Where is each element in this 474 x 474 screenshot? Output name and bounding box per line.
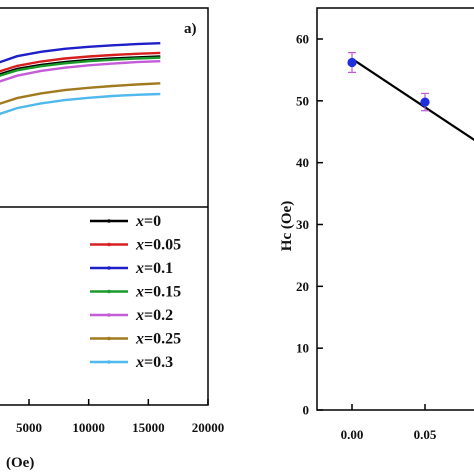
left-x-axis-title: (Oe) <box>6 455 34 471</box>
right-y-axis-title: Hc (Oe) <box>279 201 295 251</box>
legend-label-3: x=0.15 <box>135 284 181 301</box>
right-series <box>347 52 474 142</box>
legend-label-6: x=0.3 <box>135 354 173 371</box>
right-y-ticks: 0 10 20 30 40 50 60 <box>296 32 323 418</box>
left-x-ticks: 5000 10000 15000 20000 <box>16 399 224 435</box>
legend-label-0: x=0 <box>135 213 161 230</box>
legend-marker-6 <box>107 360 111 364</box>
right-y-tick-label: 50 <box>296 93 309 108</box>
right-y-tick-label: 60 <box>296 32 309 47</box>
curve-series-5 <box>0 82 161 105</box>
left-curves <box>0 42 161 116</box>
panel-label-a: a) <box>184 21 197 37</box>
left-chart: a) 5000 10000 15000 20000 x=0x=0.05x=0.1x=0… <box>0 7 224 471</box>
right-chart: 0 10 20 30 40 50 60 0.00 0.05 Hc (Oe) <box>279 7 474 442</box>
left-x-tick-label: 10000 <box>72 420 105 435</box>
legend-marker-3 <box>107 289 111 294</box>
curve-series-6 <box>0 92 161 116</box>
legend-label-4: x=0.2 <box>135 307 173 324</box>
data-point-0 <box>347 57 357 68</box>
left-x-tick-label: 15000 <box>132 420 165 435</box>
legend-label-1: x=0.05 <box>135 237 181 254</box>
fit-line <box>351 57 474 142</box>
legend: x=0 x=0.05 x=0.1 x=0.15 x=0.2 x=0.25 x=0.3 <box>90 213 181 371</box>
right-y-tick-label: 20 <box>296 279 309 294</box>
data-point-1 <box>420 97 430 107</box>
legend-marker-5 <box>107 336 111 341</box>
right-x-tick-label: 0.00 <box>341 427 364 442</box>
right-x-ticks: 0.00 0.05 <box>341 404 437 442</box>
left-x-tick-label: 20000 <box>192 420 225 435</box>
curve-series-3 <box>0 56 161 77</box>
legend-marker-0 <box>107 219 111 223</box>
legend-label-2: x=0.1 <box>135 260 173 277</box>
curve-series-2 <box>0 42 161 64</box>
left-x-tick-label: 5000 <box>16 420 42 435</box>
legend-label-5: x=0.25 <box>135 331 181 348</box>
right-y-tick-label: 10 <box>296 341 309 356</box>
right-y-tick-label: 40 <box>296 155 309 170</box>
legend-marker-4 <box>107 313 111 317</box>
curve-series-4 <box>0 60 161 83</box>
right-x-tick-label: 0.05 <box>414 427 437 442</box>
right-y-tick-label: 30 <box>296 217 309 232</box>
legend-marker-1 <box>107 242 111 247</box>
legend-marker-2 <box>107 266 111 270</box>
right-y-tick-label: 0 <box>303 403 310 418</box>
right-plot-frame <box>316 7 474 411</box>
curve-series-1 <box>0 51 161 73</box>
